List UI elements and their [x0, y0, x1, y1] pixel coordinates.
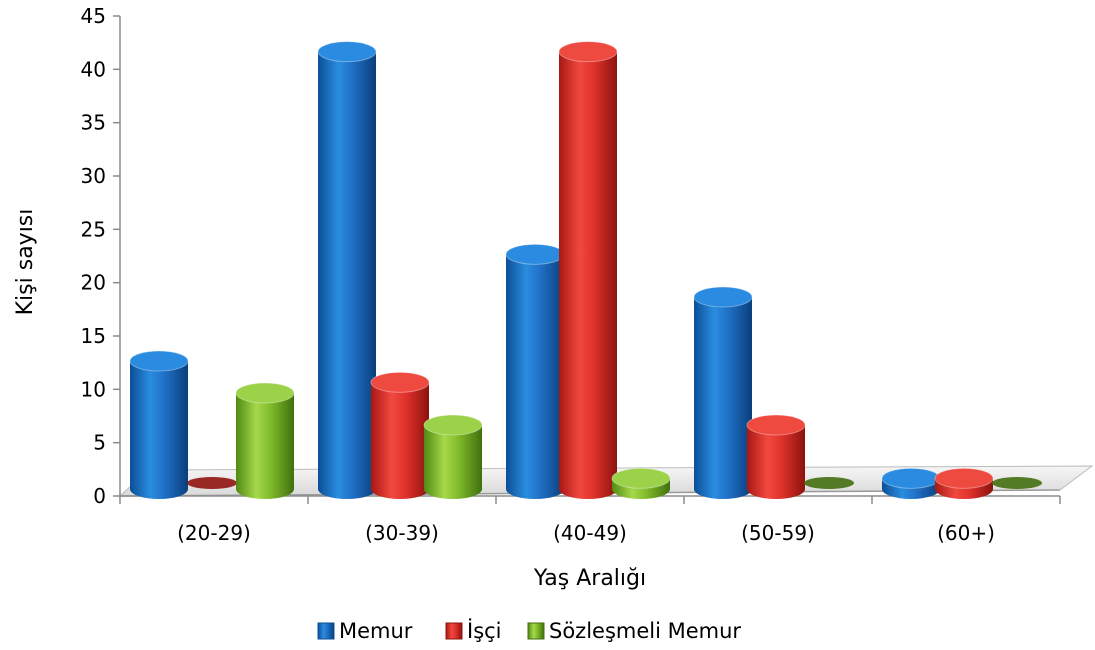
bar-top-cap: [693, 286, 753, 308]
bar-body: [747, 425, 805, 499]
bar-memur-0: [129, 350, 189, 499]
y-tick-label: 20: [81, 271, 106, 295]
x-tick-label: (60+): [937, 521, 995, 545]
bar-top-cap: [317, 41, 377, 63]
x-tick-label: (50-59): [741, 521, 815, 545]
bar-top-cap: [423, 414, 483, 436]
legend-label: Memur: [339, 619, 413, 643]
bar-body: [424, 425, 482, 499]
bar-top-cap: [881, 467, 941, 489]
bar-i-i-0: [187, 477, 237, 489]
y-tick-label: 15: [81, 324, 106, 348]
bar-body: [318, 51, 376, 500]
bar-top-cap: [611, 467, 671, 489]
bar-body: [559, 51, 617, 500]
y-axis-ticks: 0 5 10 15 20 25 30 35 40 45: [81, 4, 120, 508]
legend-swatch: [317, 622, 335, 640]
y-axis-title: Kişi sayısı: [13, 209, 38, 316]
bar-body: [371, 382, 429, 499]
bar-memur-4: [881, 467, 941, 499]
bar-top-cap: [235, 382, 295, 404]
bars-layer: [129, 41, 1042, 500]
bar-i-i-4: [934, 467, 994, 499]
x-tick-label: (40-49): [553, 521, 627, 545]
bar-i-i-3: [746, 414, 806, 499]
legend: Memur İşçi Sözleşmeli Memur: [317, 618, 741, 643]
bar-body: [130, 361, 188, 499]
bar-top-cap: [129, 350, 189, 372]
bar-top-cap: [370, 371, 430, 393]
y-tick-label: 30: [81, 164, 106, 188]
legend-swatch: [527, 622, 545, 640]
bar-s-zle-meli-memur-1: [423, 414, 483, 499]
bar-zero-disc: [992, 477, 1042, 489]
y-tick-label: 45: [81, 4, 106, 28]
legend-label: Sözleşmeli Memur: [549, 619, 741, 643]
bar-top-cap: [558, 41, 618, 63]
y-tick-label: 5: [93, 431, 106, 455]
bar-memur-3: [693, 286, 753, 499]
bar-i-i-1: [370, 371, 430, 499]
x-axis-ticks: (20-29) (30-39) (40-49) (50-59) (60+): [119, 496, 1061, 545]
y-tick-label: 25: [81, 217, 106, 241]
y-tick-label: 0: [93, 484, 106, 508]
x-tick-label: (20-29): [177, 521, 251, 545]
legend-label: İşçi: [467, 618, 502, 643]
legend-swatch: [445, 622, 463, 640]
bar-body: [694, 297, 752, 499]
y-tick-label: 10: [81, 377, 106, 401]
y-tick-label: 40: [81, 57, 106, 81]
bar-top-cap: [505, 243, 565, 265]
bar-top-cap: [746, 414, 806, 436]
bar-s-zle-meli-memur-2: [611, 467, 671, 499]
bar-i-i-2: [558, 41, 618, 500]
bar-memur-2: [505, 243, 565, 499]
bar-zero-disc: [804, 477, 854, 489]
x-tick-label: (30-39): [365, 521, 439, 545]
bar-top-cap: [934, 467, 994, 489]
x-axis-title: Yaş Aralığı: [533, 566, 646, 591]
bar-body: [236, 393, 294, 499]
y-tick-label: 35: [81, 111, 106, 135]
bar-s-zle-meli-memur-4: [992, 477, 1042, 489]
bar-s-zle-meli-memur-0: [235, 382, 295, 499]
bar-s-zle-meli-memur-3: [804, 477, 854, 489]
bar-body: [506, 254, 564, 499]
bar-zero-disc: [187, 477, 237, 489]
bar-memur-1: [317, 41, 377, 500]
